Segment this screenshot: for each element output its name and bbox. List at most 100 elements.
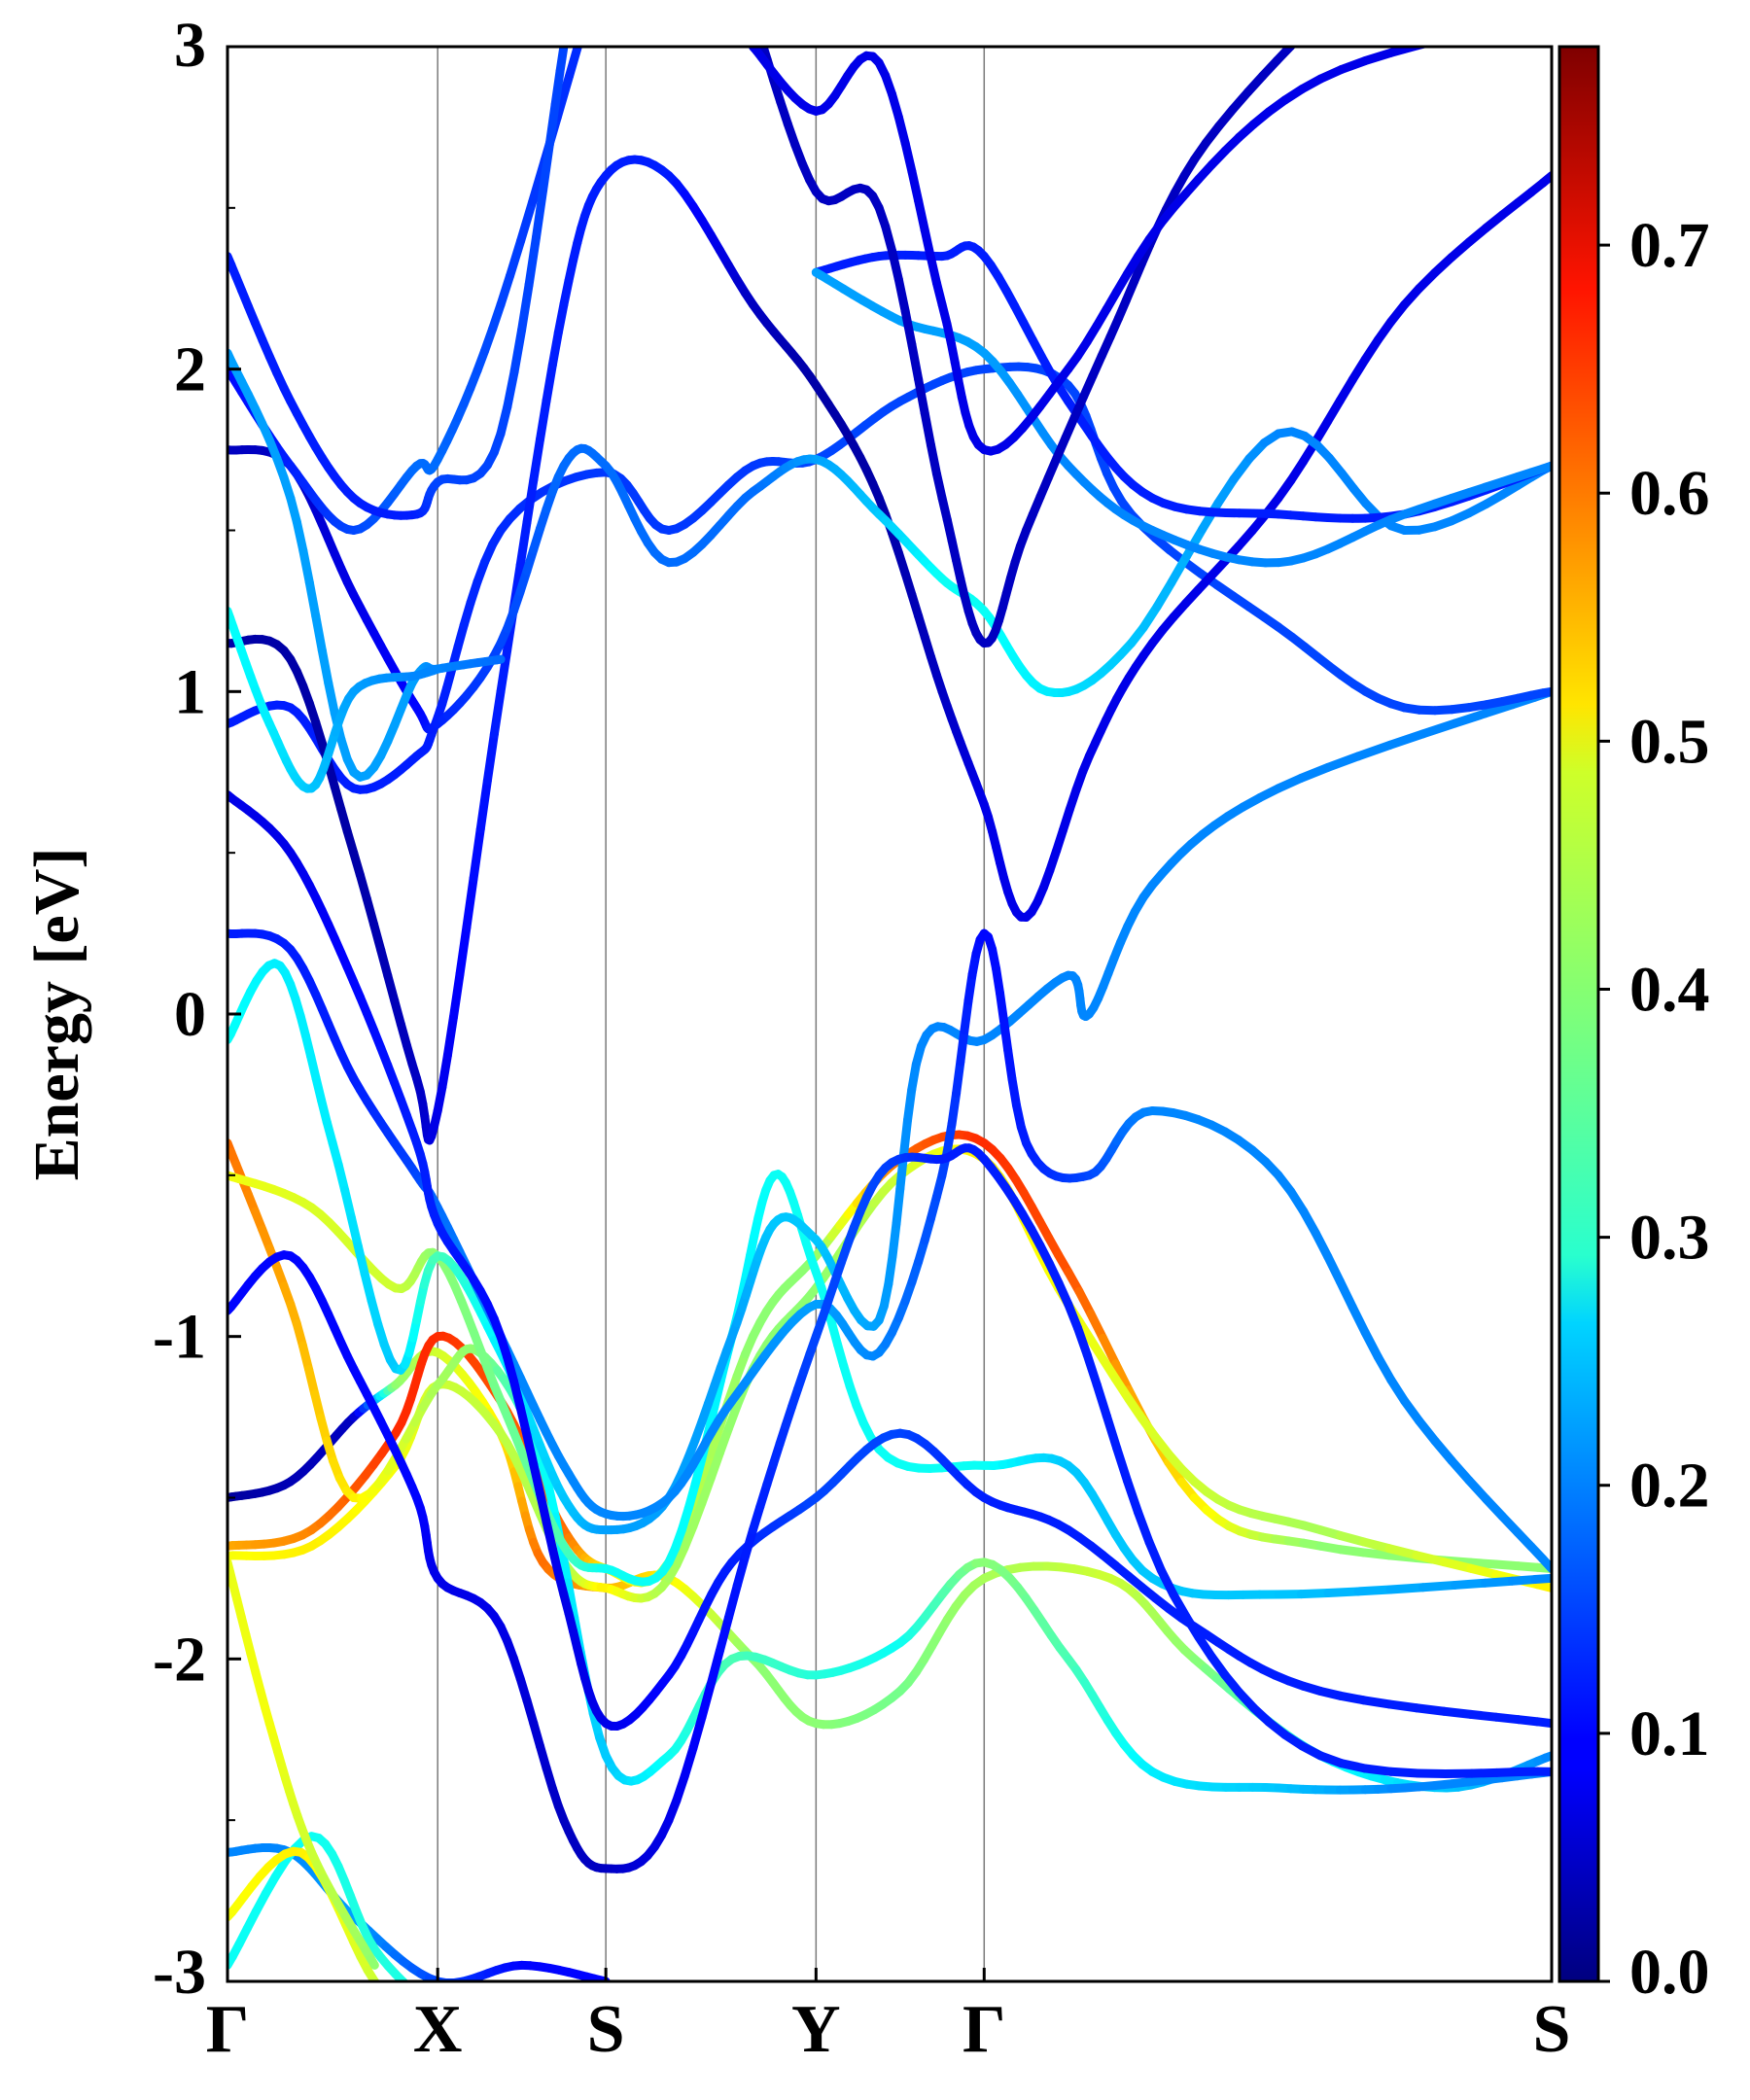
y-tick-label: -1 bbox=[153, 1302, 206, 1373]
band-segment bbox=[553, 299, 569, 337]
band-segment bbox=[999, 1016, 1013, 1055]
band-segment bbox=[475, 776, 492, 834]
band-segment bbox=[1412, 1703, 1449, 1716]
band-segment bbox=[1296, 762, 1333, 783]
colorbar bbox=[1558, 45, 1600, 1983]
colorbar-tick-label: 0.6 bbox=[1629, 458, 1710, 529]
band-segment bbox=[403, 2014, 410, 2021]
band-segment bbox=[893, 274, 910, 316]
band-segment bbox=[317, 646, 333, 688]
band-band-21 bbox=[811, 241, 1552, 523]
band-segment bbox=[960, 996, 973, 1035]
band-segment bbox=[508, 1376, 525, 1412]
band-segment bbox=[1086, 1309, 1107, 1343]
band-segment bbox=[1312, 15, 1320, 23]
band-segment bbox=[1481, 700, 1517, 718]
band-segment bbox=[550, 66, 565, 110]
band-segment bbox=[1156, 1565, 1178, 1599]
band-segment bbox=[996, 989, 1009, 1026]
band-segment bbox=[482, 729, 499, 786]
band-segment bbox=[539, 140, 554, 194]
band-segment bbox=[1082, 1350, 1102, 1389]
band-segment bbox=[580, 1, 590, 36]
colorbar-tick-label: 0.7 bbox=[1629, 210, 1710, 281]
band-segment bbox=[557, 1544, 573, 1588]
band-segment bbox=[697, 1450, 716, 1486]
band-segment bbox=[544, 1484, 560, 1522]
band-segment bbox=[1418, 718, 1460, 739]
band-segment bbox=[706, 1646, 724, 1689]
band-segment bbox=[900, 306, 917, 350]
band-segment bbox=[893, 112, 910, 148]
band-band-10 bbox=[228, 686, 1552, 1535]
band-band-18 bbox=[228, 348, 506, 782]
colorbar-tick-label: 0.0 bbox=[1629, 1937, 1710, 2008]
band-segment bbox=[723, 1581, 742, 1623]
band-segment bbox=[892, 1184, 905, 1228]
y-tick-label: 2 bbox=[174, 334, 206, 405]
band-segment bbox=[1385, 729, 1428, 750]
y-tick-label: 1 bbox=[174, 656, 206, 727]
band-band-17 bbox=[228, 1, 590, 535]
band-band-13 bbox=[228, 1143, 1552, 1873]
band-band-24 bbox=[748, 18, 1537, 456]
band-segment bbox=[1451, 1578, 1490, 1590]
band-segment bbox=[1102, 1412, 1122, 1453]
band-band-5 bbox=[228, 1347, 1552, 1793]
y-tick-label: 3 bbox=[174, 10, 206, 81]
band-band-3 bbox=[228, 1846, 410, 2021]
band-segment bbox=[1386, 47, 1422, 57]
band-segment bbox=[346, 1213, 363, 1251]
band-segment bbox=[1519, 18, 1537, 21]
y-axis-ticks: 3 2 1 0 -1 -2 -3 bbox=[153, 10, 241, 2008]
band-band-15 bbox=[228, 155, 1552, 1145]
band-segment bbox=[1092, 1380, 1111, 1421]
band-segment bbox=[907, 167, 924, 206]
band-segment bbox=[503, 367, 519, 412]
band-band-23 bbox=[756, 15, 1320, 648]
band-segment bbox=[1360, 48, 1396, 66]
band-segment bbox=[956, 1026, 969, 1067]
band-segment bbox=[1538, 461, 1552, 473]
band-segment bbox=[697, 1473, 716, 1508]
band-segment bbox=[536, 396, 551, 444]
band-segment bbox=[376, 945, 393, 981]
colorbar-tick-label: 0.4 bbox=[1629, 954, 1710, 1025]
band-segment bbox=[496, 271, 515, 309]
band-segment bbox=[565, 47, 582, 81]
band-segment bbox=[340, 1185, 356, 1223]
band-segment bbox=[1167, 551, 1192, 587]
band-segment bbox=[1360, 1328, 1382, 1362]
band-segment bbox=[899, 1115, 913, 1159]
band-segment bbox=[756, 25, 761, 41]
band-segment bbox=[1353, 740, 1395, 761]
y-tick-label: -3 bbox=[153, 1937, 206, 2008]
band-segment bbox=[1385, 1583, 1428, 1594]
band-segment bbox=[942, 1119, 957, 1157]
band-segment bbox=[1098, 1333, 1121, 1369]
band-segment bbox=[1439, 1558, 1476, 1573]
band-segment bbox=[1384, 1544, 1421, 1560]
band-segment bbox=[1323, 752, 1363, 772]
band-segment bbox=[506, 236, 526, 281]
band-segment bbox=[715, 1613, 733, 1656]
band-segment bbox=[706, 1422, 724, 1459]
band-segment bbox=[529, 435, 545, 485]
band-segment bbox=[1496, 22, 1519, 27]
band-segment bbox=[884, 1251, 897, 1289]
band-segment bbox=[914, 374, 929, 418]
y-tick-label: -2 bbox=[153, 1624, 206, 1695]
band-segment bbox=[1144, 1537, 1166, 1575]
band-segment bbox=[536, 1488, 551, 1526]
x-tick-label: X bbox=[413, 1992, 463, 2067]
band-segment bbox=[1007, 1074, 1021, 1110]
band-segment bbox=[555, 47, 569, 76]
band-segment bbox=[1182, 524, 1208, 561]
band-segment bbox=[914, 196, 929, 235]
band-segment bbox=[1353, 1585, 1395, 1596]
band-segment bbox=[532, 185, 548, 242]
band-segment bbox=[920, 226, 935, 262]
band-segment bbox=[1073, 1323, 1092, 1360]
band-segment bbox=[1446, 32, 1472, 38]
band-segment bbox=[448, 969, 465, 1022]
